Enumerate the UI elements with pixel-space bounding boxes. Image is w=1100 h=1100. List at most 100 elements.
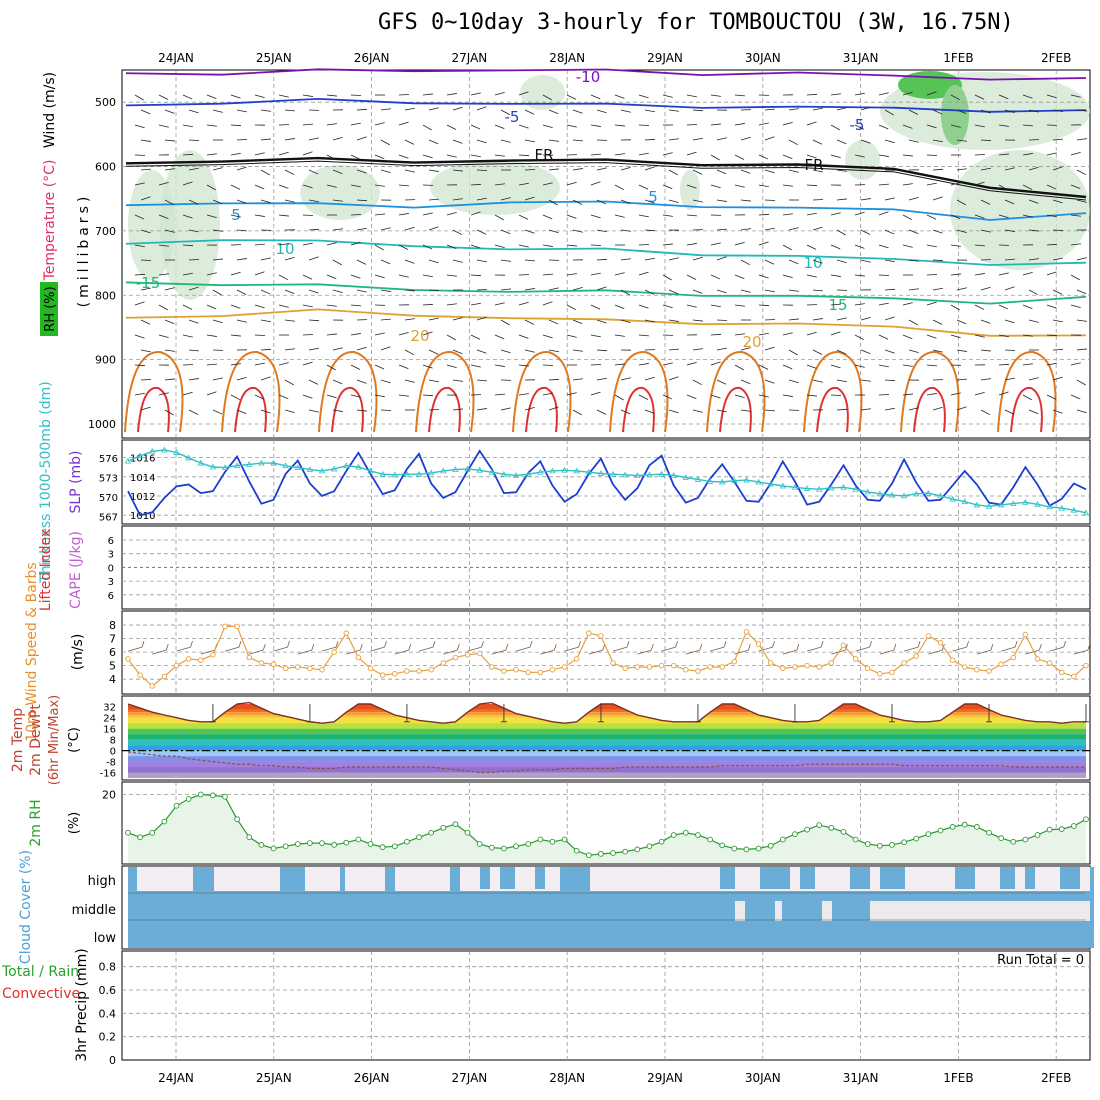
wind-barb <box>884 407 895 411</box>
wind-barb <box>422 274 433 278</box>
date-label-bottom: 1FEB <box>943 1071 973 1085</box>
wind-barb <box>1052 138 1063 141</box>
wind-barb <box>164 349 175 352</box>
wind-barb <box>614 363 625 366</box>
wind-barb <box>404 259 415 264</box>
thickness-marker <box>440 467 447 474</box>
wind-barb <box>788 289 799 292</box>
rh-point <box>210 792 216 799</box>
wind-barb <box>188 199 199 205</box>
wind-barb <box>206 363 217 366</box>
wind-barb <box>182 124 193 128</box>
thickness-label: Thickness 1000-500mb (dm) <box>38 381 54 583</box>
thickness-marker <box>1046 503 1053 510</box>
wind-barb <box>182 244 194 247</box>
wind-barb <box>356 289 367 293</box>
thickness-marker <box>864 488 871 495</box>
wind-speed-point <box>998 661 1004 668</box>
wind-barb <box>134 214 145 220</box>
temperature-label: Temperature (°C) <box>42 160 58 282</box>
wind-barb <box>764 319 776 321</box>
cloud-high-patch <box>850 867 870 889</box>
wind-barb <box>686 184 697 189</box>
rh-point <box>404 838 410 845</box>
contour-label: -5 <box>505 108 520 126</box>
wind-barb <box>860 169 871 172</box>
thickness-marker <box>682 474 690 480</box>
surface-wind-barb-flag <box>893 643 897 651</box>
wind-barb <box>812 199 824 201</box>
wind-barb <box>326 333 337 336</box>
wind-speed-point <box>573 656 580 662</box>
wind-barb <box>518 154 530 157</box>
temp-color-band <box>128 734 1086 740</box>
wind-barb <box>998 94 1009 100</box>
wind-barb <box>134 182 145 186</box>
wind-speed-point <box>707 664 713 670</box>
thickness-marker <box>731 477 738 484</box>
cloud-high-clear <box>305 867 340 891</box>
wind-barb <box>308 137 319 141</box>
thickness-marker <box>779 482 787 489</box>
wind-barb <box>1004 319 1015 324</box>
wind-barb <box>566 94 577 100</box>
date-label-bottom: 24JAN <box>158 1071 194 1085</box>
wind-barb <box>716 319 728 321</box>
wind-barb <box>902 393 913 396</box>
surface-wind-barb <box>612 646 628 652</box>
wind-barb <box>662 152 673 156</box>
wind-barb <box>806 274 817 278</box>
wind-speed-point <box>743 629 750 635</box>
wind-barb <box>476 169 488 171</box>
wind-barb <box>1046 214 1057 218</box>
wind-barb <box>758 122 769 126</box>
contour-label: 20 <box>742 333 761 351</box>
wind-barb <box>956 378 967 381</box>
rh-panel <box>121 781 1091 865</box>
wind-speed-point <box>416 668 422 674</box>
wind-barb <box>686 304 697 308</box>
wind-barb <box>494 393 505 396</box>
wind-barb <box>734 94 745 97</box>
wind-barb <box>188 409 199 415</box>
wind-barb <box>260 409 271 414</box>
wind-barb <box>356 379 367 384</box>
wind-barb <box>974 273 985 276</box>
wind-barb <box>974 154 986 156</box>
wind-barb <box>206 184 216 191</box>
thickness-marker <box>343 462 350 469</box>
hot-contour <box>719 386 752 433</box>
wind-barb <box>926 154 938 156</box>
wind-barb <box>974 94 985 100</box>
wind-barb <box>548 406 559 411</box>
pressure-tick-label: 700 <box>95 225 116 238</box>
wind-barb <box>620 229 631 232</box>
surface-wind-barb <box>467 646 482 652</box>
rh-point <box>488 844 495 851</box>
surface-wind-barb <box>976 649 991 655</box>
wind-tick-label: 5 <box>109 660 116 673</box>
rh-point <box>767 842 774 849</box>
wind-barb <box>350 274 361 279</box>
wind-barb <box>380 169 391 173</box>
wind-barb <box>524 259 535 262</box>
date-label-top: 29JAN <box>647 51 683 65</box>
wind-barb <box>758 394 769 398</box>
wind-speed-point <box>986 668 992 674</box>
wind-barb <box>260 138 271 141</box>
wind-barb <box>470 124 481 130</box>
wind-barb <box>158 124 169 128</box>
surface-wind-barb <box>855 646 870 652</box>
thickness-marker <box>161 446 168 453</box>
thickness-marker <box>670 472 677 478</box>
wind-barb <box>212 377 223 381</box>
wind-barb <box>542 124 553 128</box>
surface-wind-barb-flag <box>650 643 654 651</box>
wind-barb <box>620 167 631 171</box>
warm-contour <box>124 350 184 433</box>
wind-barb <box>212 258 223 261</box>
rh-shade <box>300 165 380 220</box>
precip-tick-label: 0.6 <box>99 984 117 997</box>
wind-barb <box>590 244 602 246</box>
slp-tick-label: 1016 <box>130 454 155 465</box>
